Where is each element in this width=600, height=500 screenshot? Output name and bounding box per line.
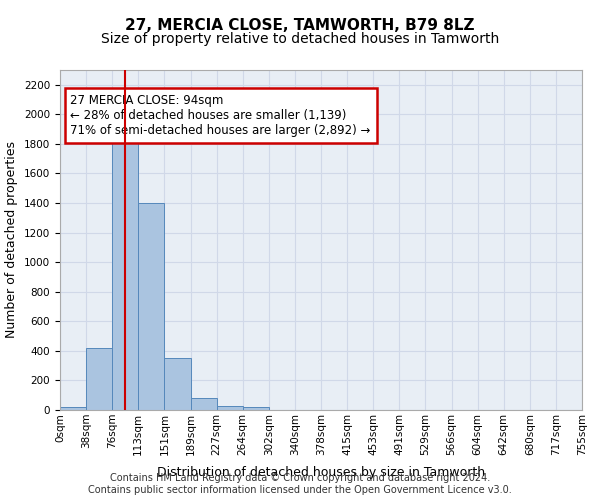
Bar [191, 398, 217, 410]
Bar [164, 358, 191, 410]
Bar [112, 142, 139, 410]
Bar [243, 407, 269, 410]
X-axis label: Distribution of detached houses by size in Tamworth: Distribution of detached houses by size … [157, 466, 485, 479]
Text: Contains HM Land Registry data © Crown copyright and database right 2024.
Contai: Contains HM Land Registry data © Crown c… [88, 474, 512, 495]
Bar [60, 407, 86, 410]
Text: Size of property relative to detached houses in Tamworth: Size of property relative to detached ho… [101, 32, 499, 46]
Text: 27 MERCIA CLOSE: 94sqm
← 28% of detached houses are smaller (1,139)
71% of semi-: 27 MERCIA CLOSE: 94sqm ← 28% of detached… [70, 94, 371, 137]
Y-axis label: Number of detached properties: Number of detached properties [5, 142, 19, 338]
Bar [139, 203, 164, 410]
Bar [217, 406, 243, 410]
Text: 27, MERCIA CLOSE, TAMWORTH, B79 8LZ: 27, MERCIA CLOSE, TAMWORTH, B79 8LZ [125, 18, 475, 32]
Bar [86, 348, 112, 410]
